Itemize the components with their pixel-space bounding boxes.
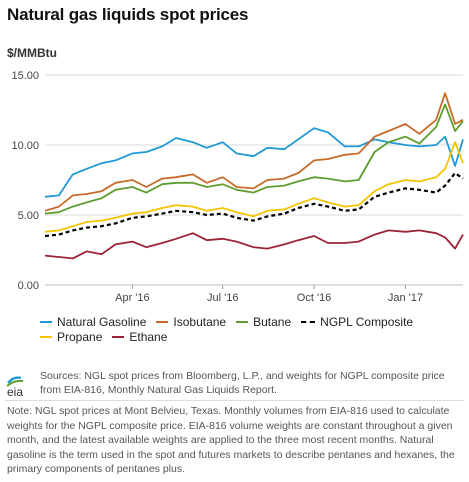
legend-swatch-isobutane [156, 320, 169, 323]
y-tick-label: 10.00 [11, 140, 39, 152]
series-line-butane [44, 103, 464, 215]
y-tick-label: 0.00 [18, 280, 39, 292]
legend-item-ethane: Ethane [112, 330, 167, 344]
chart-legend: Natural Gasoline Isobutane Butane NGPL C… [40, 314, 465, 344]
legend-item-isobutane: Isobutane [156, 315, 226, 329]
legend-row-2: Propane Ethane [40, 329, 465, 344]
legend-swatch-natural-gasoline [40, 320, 52, 323]
axes: 0.00 5.00 10.00 15.00 Apr '16 Jul '16 Oct '16 J… [11, 70, 423, 304]
note-text: Note: NGL spot prices at Mont Belvieu, T… [7, 405, 455, 475]
series-lines [44, 92, 464, 260]
series-line-propane [44, 141, 464, 233]
chart-title: Natural gas liquids spot prices [7, 5, 249, 24]
y-axis-unit: $/MMBtu [7, 46, 57, 60]
legend-swatch-propane [40, 335, 52, 338]
x-tick-label: Jul '16 [207, 292, 238, 304]
legend-item-butane: Butane [236, 315, 291, 329]
legend-label-natural-gasoline: Natural Gasoline [57, 314, 147, 329]
eia-logo-text: eia [7, 385, 23, 399]
x-tick-label: Jan '17 [388, 292, 423, 304]
line-chart: 0.00 5.00 10.00 15.00 Apr '16 Jul '16 Oct '16 J… [11, 70, 464, 304]
legend-swatch-ngpl-composite [301, 320, 316, 323]
legend-swatch-ethane [112, 335, 125, 338]
legend-label-ngpl-composite: NGPL Composite [320, 314, 414, 329]
grid-lines [45, 74, 463, 286]
legend-label-ethane: Ethane [129, 329, 168, 344]
legend-row-1: Natural Gasoline Isobutane Butane NGPL C… [40, 314, 465, 329]
legend-item-propane: Propane [40, 330, 102, 344]
eia-logo: eia [6, 376, 23, 399]
sources-text: Sources: NGL spot prices from Bloomberg,… [40, 370, 445, 396]
series-line-ngpl-composite [44, 171, 464, 238]
legend-item-ngpl-composite: NGPL Composite [301, 315, 413, 329]
legend-label-propane: Propane [57, 329, 103, 344]
legend-swatch-butane [236, 320, 249, 323]
series-line-ethane [44, 229, 464, 260]
legend-item-natural-gasoline: Natural Gasoline [40, 315, 146, 329]
series-line-natural-gasoline [44, 127, 464, 198]
legend-label-butane: Butane [253, 314, 292, 329]
footer-divider [5, 400, 464, 401]
series-line-isobutane [44, 92, 464, 212]
y-tick-label: 5.00 [18, 210, 39, 222]
y-tick-label: 15.00 [11, 70, 39, 82]
x-tick-label: Apr '16 [115, 292, 150, 304]
legend-label-isobutane: Isobutane [173, 314, 227, 329]
x-tick-label: Oct '16 [297, 292, 332, 304]
